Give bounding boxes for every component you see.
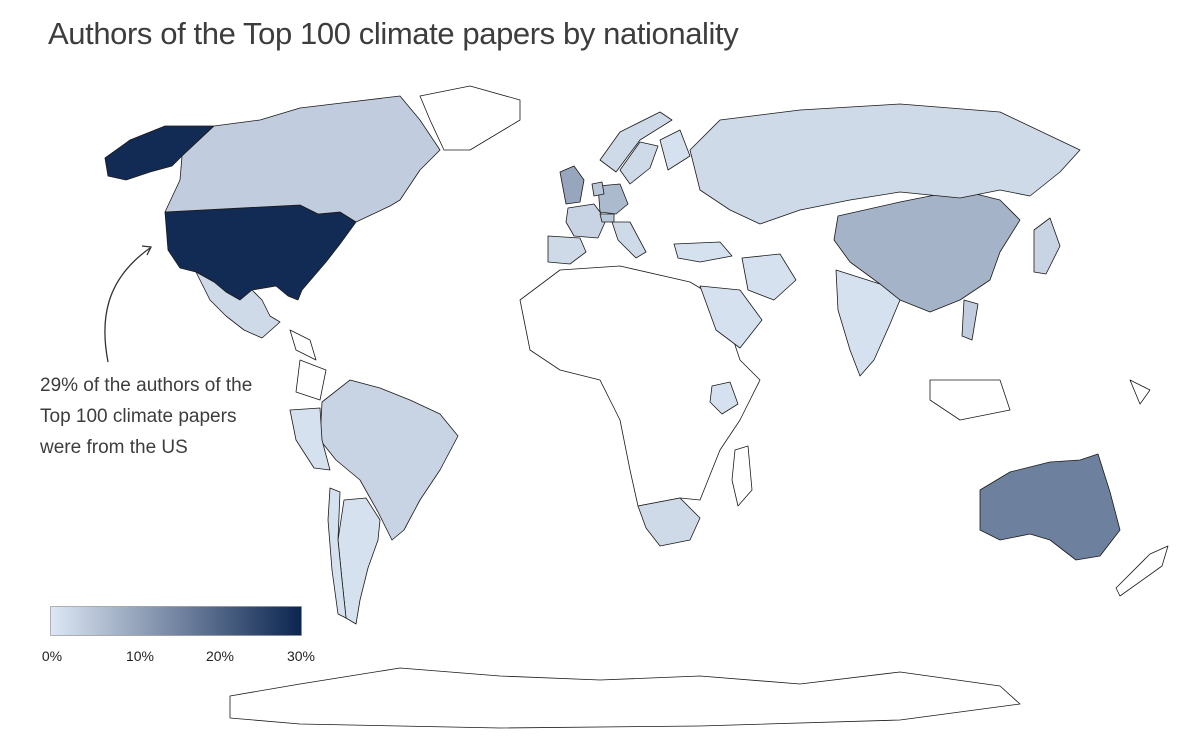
legend-tick: 30% [286, 648, 316, 664]
country-russia [689, 103, 1081, 225]
country-sweden [619, 141, 659, 185]
country-switzerland [599, 213, 615, 223]
country-australia [979, 453, 1121, 561]
country-brazil [319, 379, 459, 541]
country-kenya [709, 381, 739, 415]
annotation-arrowhead [141, 245, 152, 256]
country-saudi-arabia [699, 285, 763, 349]
country-outline [289, 329, 317, 361]
country-spain [547, 235, 587, 265]
annotation-line: were from the US [40, 437, 188, 458]
country-outline [1129, 379, 1151, 405]
country-outline [731, 445, 753, 507]
country-outline [229, 667, 1021, 729]
country-netherlands [591, 181, 605, 197]
annotation-line: Top 100 climate papers [40, 406, 237, 427]
country-germany [597, 183, 629, 215]
country-united-kingdom [559, 165, 585, 205]
country-south-africa [637, 497, 701, 547]
country-norway [599, 111, 673, 173]
map-title: Authors of the Top 100 climate papers by… [48, 16, 739, 51]
country-peru [289, 407, 331, 471]
country-new-zealand [1115, 545, 1169, 597]
annotation-line: 29% of the authors of the [40, 375, 253, 396]
country-italy [611, 221, 647, 259]
country-finland [659, 129, 691, 171]
country-united-states [164, 204, 357, 301]
country-outline [929, 379, 1011, 421]
country-canada [164, 95, 441, 223]
country-mexico [195, 271, 281, 339]
us-annotation: 29% of the authors of the Top 100 climat… [40, 370, 252, 463]
annotation-arrow [104, 247, 151, 363]
country-outline [419, 85, 521, 151]
country-outline [519, 265, 761, 507]
country-india [835, 269, 901, 377]
country-alaska-us [104, 125, 215, 181]
legend-color-bar [50, 606, 302, 636]
country-vietnam [961, 299, 979, 341]
country-turkey [673, 241, 733, 263]
legend-tick: 20% [205, 648, 235, 664]
country-outline [295, 359, 327, 401]
country-layer [104, 85, 1169, 729]
country-france [565, 203, 607, 239]
country-iran [741, 253, 797, 301]
country-chile [327, 487, 347, 619]
legend-tick: 0% [41, 648, 63, 664]
legend-tick: 10% [125, 648, 155, 664]
country-japan [1033, 217, 1061, 275]
